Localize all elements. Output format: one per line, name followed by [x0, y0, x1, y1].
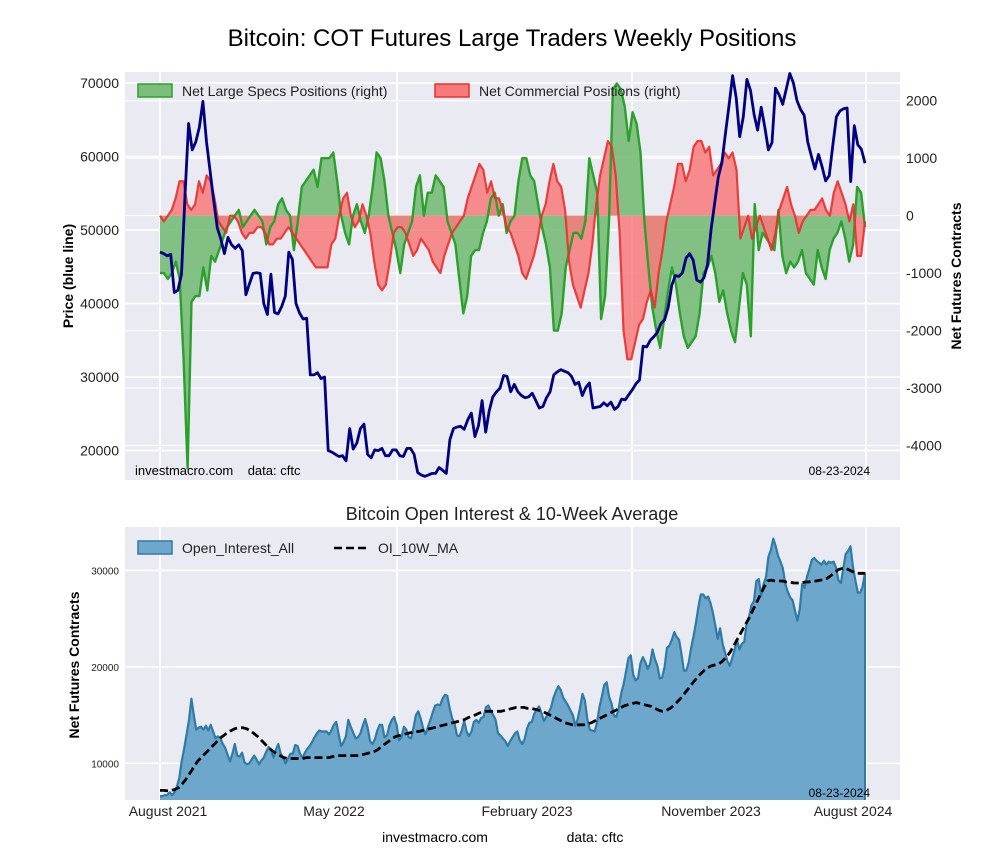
top-grid — [125, 72, 900, 480]
top-right-axis-label: Net Futures Contracts — [948, 202, 964, 349]
top-left-axis: 20000 30000 40000 50000 60000 70000 — [80, 75, 119, 459]
top-left-tick-label-4: 60000 — [80, 149, 119, 165]
top-right-tick-label-4: 0 — [906, 208, 914, 224]
commercial-area — [160, 141, 865, 360]
bottom-x-tick-label-2: February 2023 — [481, 803, 572, 819]
price-line — [159, 72, 867, 478]
top-series-group — [159, 72, 867, 478]
top-right-tick-label-1: -3000 — [906, 380, 942, 396]
top-legend: Net Large Specs Positions (right) Net Co… — [137, 83, 681, 99]
bottom-x-tick-label-4: August 2024 — [814, 803, 893, 819]
oi-10w-ma-line — [160, 567, 865, 793]
top-plot-area — [159, 72, 867, 478]
bottom-left-tick-label-2: 30000 — [91, 566, 119, 577]
bottom-left-tick-label-0: 10000 — [91, 759, 119, 770]
bottom-x-tick-label-0: August 2021 — [129, 803, 208, 819]
bottom-left-tick-label-1: 20000 — [91, 663, 119, 674]
top-left-tick-label-3: 50000 — [80, 222, 119, 238]
bottom-chart-panel: Bitcoin Open Interest & 10-Week Average … — [66, 504, 900, 819]
top-watermark-right: 08-23-2024 — [809, 464, 871, 478]
footer-site: investmacro.com — [382, 829, 488, 845]
top-right-tick-label-0: -4000 — [906, 438, 942, 454]
open-interest-area — [160, 538, 865, 800]
top-right-tick-label-5: 1000 — [906, 150, 937, 166]
footer-source: data: cftc — [567, 829, 624, 845]
legend-swatch-commercial — [434, 83, 470, 98]
bottom-left-axis: 10000 20000 30000 — [91, 566, 119, 770]
commercial-line — [159, 139, 867, 361]
legend-swatch-oi — [137, 540, 173, 555]
legend-label-ma: OI_10W_MA — [378, 540, 459, 556]
specs-line — [160, 82, 867, 470]
figure-title: Bitcoin: COT Futures Large Traders Weekl… — [228, 25, 797, 52]
top-right-tick-label-3: -1000 — [906, 265, 942, 281]
top-left-tick-label-0: 20000 — [80, 443, 119, 459]
bottom-x-tick-label-3: November 2023 — [661, 803, 761, 819]
top-plot-background — [125, 72, 900, 480]
top-left-axis-label: Price (blue line) — [60, 224, 76, 328]
bottom-left-axis-label: Net Futures Contracts — [66, 591, 82, 738]
bottom-chart-title: Bitcoin Open Interest & 10-Week Average — [346, 504, 679, 524]
bottom-x-axis: August 2021 May 2022 February 2023 November… — [129, 803, 893, 819]
top-left-tick-label-2: 40000 — [80, 296, 119, 312]
top-left-tick-label-5: 70000 — [80, 75, 119, 91]
top-right-tick-label-6: 2000 — [906, 93, 937, 109]
legend-label-specs: Net Large Specs Positions (right) — [182, 83, 387, 99]
legend-label-oi: Open_Interest_All — [182, 540, 294, 556]
top-right-tick-label-2: -2000 — [906, 323, 942, 339]
bottom-series-group — [160, 537, 867, 800]
bottom-legend: Open_Interest_All OI_10W_MA — [137, 540, 459, 556]
top-watermark-left: investmacro.com data: cftc — [135, 463, 301, 478]
bottom-watermark-right: 08-23-2024 — [809, 786, 871, 800]
legend-swatch-specs — [137, 83, 173, 98]
top-left-tick-label-1: 30000 — [80, 369, 119, 385]
legend-label-commercial: Net Commercial Positions (right) — [479, 83, 681, 99]
top-right-axis: -4000 -3000 -2000 -1000 0 1000 2000 — [906, 93, 942, 454]
bottom-x-tick-label-1: May 2022 — [303, 803, 365, 819]
